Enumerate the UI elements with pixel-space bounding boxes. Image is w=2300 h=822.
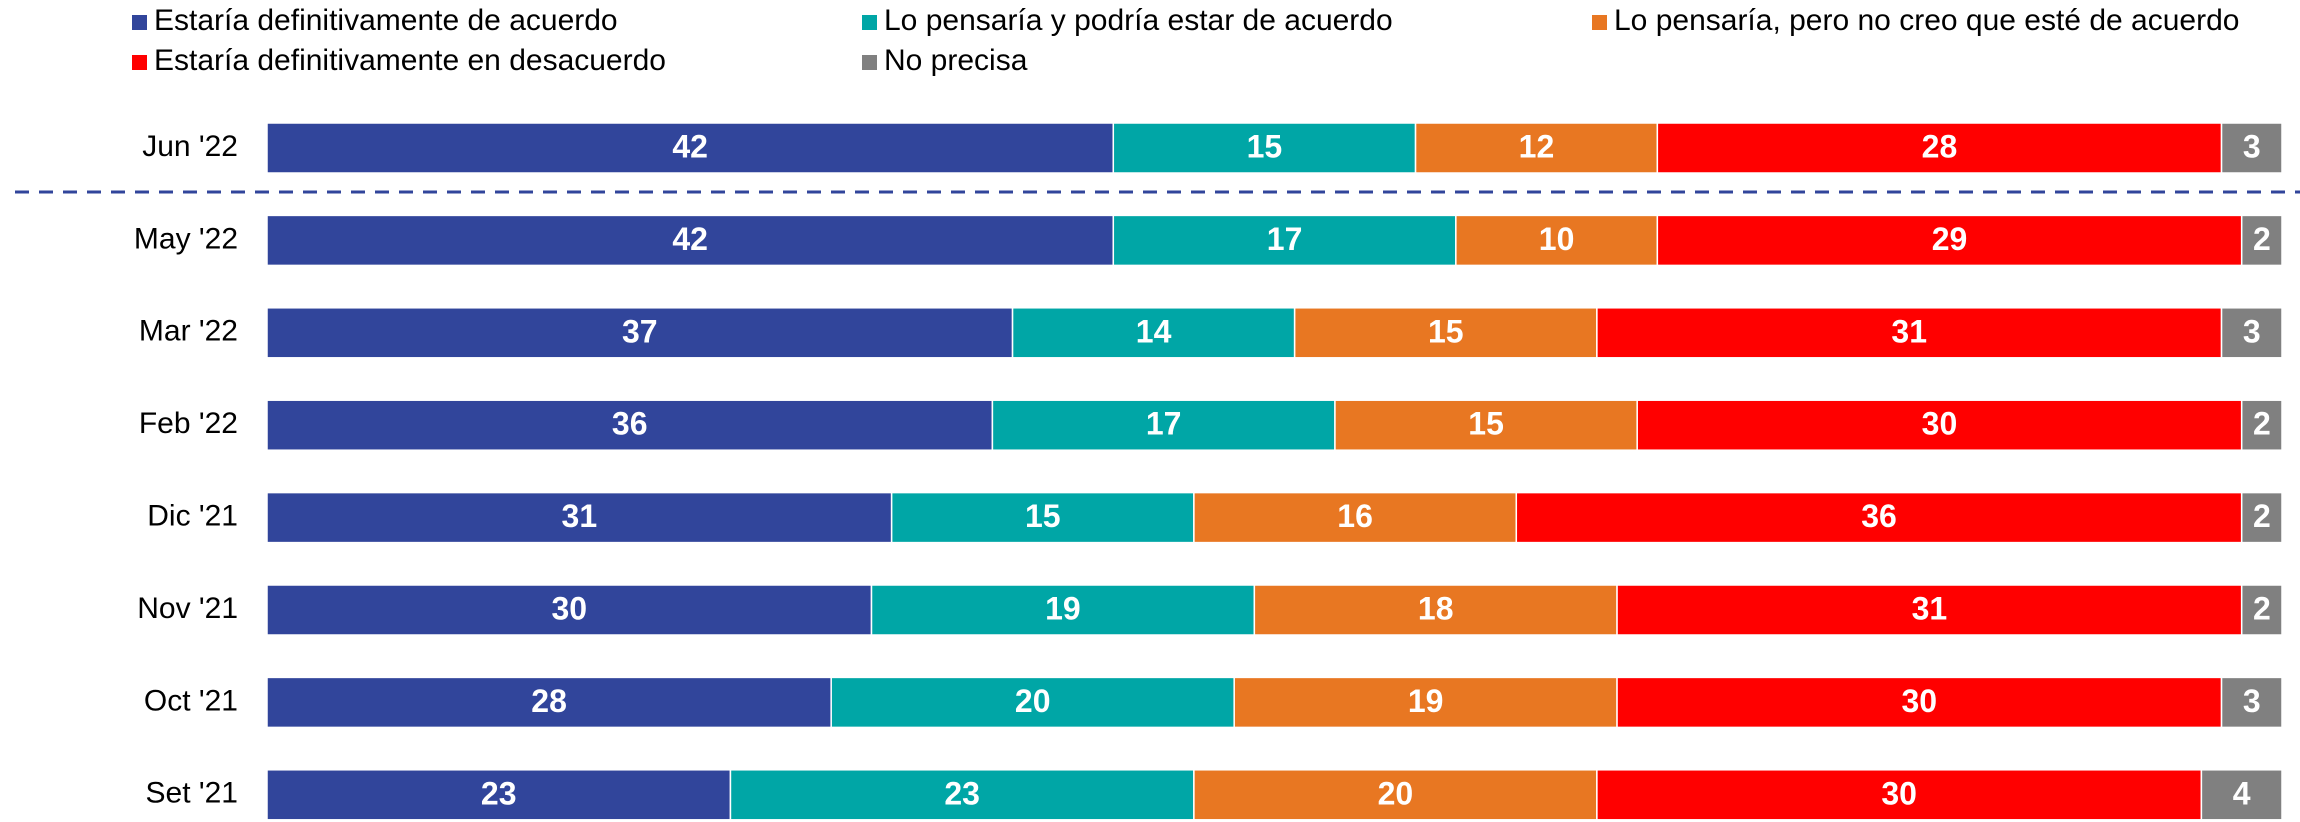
value-label: 23: [944, 775, 980, 811]
value-label: 14: [1136, 313, 1172, 349]
category-label: May '22: [134, 222, 238, 255]
value-label: 30: [1922, 406, 1958, 442]
legend-label: Estaría definitivamente de acuerdo: [154, 4, 618, 37]
value-label: 31: [1912, 590, 1948, 626]
value-label: 15: [1247, 128, 1283, 164]
value-label: 17: [1146, 406, 1182, 442]
value-label: 37: [622, 313, 658, 349]
value-label: 15: [1025, 498, 1061, 534]
bar-segment: [1616, 584, 2243, 636]
bar-segment: [2220, 122, 2283, 174]
bar-segment: [1193, 491, 1518, 544]
bar-segment: [266, 214, 1115, 267]
bar-segment: [830, 676, 1235, 729]
value-label: 28: [531, 683, 567, 719]
bar-segment: [1656, 214, 2243, 267]
bar-segment: [266, 122, 1115, 174]
category-label: Oct '21: [144, 684, 238, 717]
bar-segment: [266, 307, 1014, 359]
legend-swatch: [132, 55, 147, 70]
value-label: 2: [2253, 590, 2271, 626]
bar-segment: [1112, 122, 1417, 174]
value-label: 42: [672, 128, 708, 164]
bar-segment: [2220, 307, 2283, 359]
category-label: Mar '22: [139, 315, 238, 348]
bar-segment: [1656, 122, 2223, 174]
bar-segment: [2220, 676, 2283, 729]
legend-swatch: [862, 15, 877, 30]
legend-label: Lo pensaría y podría estar de acuerdo: [884, 4, 1393, 37]
value-label: 18: [1418, 590, 1454, 626]
bar-segment: [1233, 676, 1618, 729]
bar-segment: [2240, 399, 2283, 451]
legend-swatch: [862, 55, 877, 70]
value-label: 15: [1428, 313, 1464, 349]
bar-segment: [1616, 676, 2223, 729]
bar-segment: [1193, 769, 1598, 821]
value-label: 20: [1015, 683, 1051, 719]
value-label: 12: [1519, 128, 1555, 164]
value-label: 3: [2243, 313, 2261, 349]
bar-segment: [266, 584, 873, 636]
bar-segment: [2240, 584, 2283, 636]
legend-swatch: [1592, 15, 1607, 30]
value-label: 2: [2253, 498, 2271, 534]
value-label: 2: [2253, 221, 2271, 257]
bar-segment: [870, 584, 1256, 636]
bar-segment: [2240, 214, 2283, 267]
bar-segment: [1293, 307, 1598, 359]
value-label: 20: [1378, 775, 1414, 811]
category-label: Nov '21: [137, 592, 238, 625]
value-label: 31: [562, 498, 598, 534]
bar-segment: [2200, 769, 2283, 821]
value-label: 3: [2243, 683, 2261, 719]
legend-label: No precisa: [884, 44, 1028, 77]
bar-segment: [1515, 491, 2243, 544]
value-label: 30: [1881, 775, 1917, 811]
value-label: 42: [672, 221, 708, 257]
category-label: Dic '21: [147, 500, 238, 533]
legend-swatch: [132, 15, 147, 30]
value-label: 17: [1267, 221, 1303, 257]
value-label: 19: [1408, 683, 1444, 719]
bar-segment: [1011, 307, 1296, 359]
bar-segment: [1455, 214, 1659, 267]
value-label: 19: [1045, 590, 1081, 626]
value-label: 28: [1922, 128, 1958, 164]
legend-label: Estaría definitivamente en desacuerdo: [154, 44, 666, 77]
bar-segment: [1334, 399, 1638, 451]
category-label: Jun '22: [142, 130, 238, 163]
value-label: 36: [1861, 498, 1897, 534]
legend-label: Lo pensaría, pero no creo que esté de ac…: [1614, 4, 2239, 37]
value-label: 4: [2233, 775, 2251, 811]
bar-segment: [1253, 584, 1618, 636]
category-label: Set '21: [146, 777, 238, 810]
bar-segment: [1636, 399, 2243, 451]
value-label: 3: [2243, 128, 2261, 164]
value-label: 31: [1891, 313, 1927, 349]
value-label: 30: [1902, 683, 1938, 719]
value-label: 15: [1468, 406, 1504, 442]
value-label: 23: [481, 775, 517, 811]
category-label: Feb '22: [139, 407, 238, 440]
bar-segment: [266, 491, 893, 544]
value-label: 10: [1539, 221, 1575, 257]
value-label: 30: [551, 590, 587, 626]
bar-segment: [266, 769, 732, 821]
value-label: 36: [612, 406, 648, 442]
value-label: 29: [1932, 221, 1968, 257]
bar-segment: [266, 399, 994, 451]
value-label: 16: [1337, 498, 1373, 534]
bar-segment: [2240, 491, 2283, 544]
bar-segment: [1112, 214, 1457, 267]
bar-segment: [1596, 769, 2203, 821]
value-label: 2: [2253, 406, 2271, 442]
bar-segment: [991, 399, 1336, 451]
